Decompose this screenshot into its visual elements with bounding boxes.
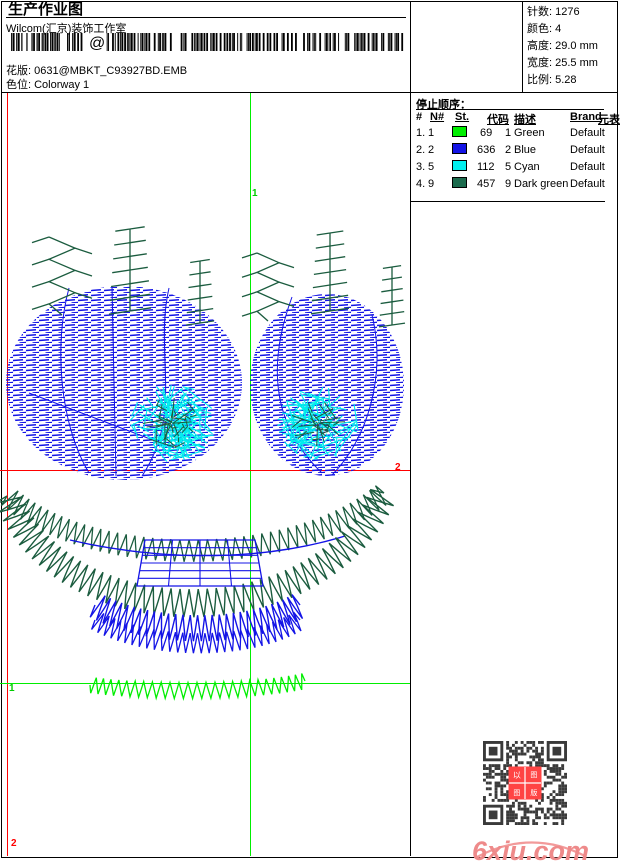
svg-text:6xiu.com: 6xiu.com <box>472 836 589 866</box>
svg-text:以: 以 <box>513 771 521 780</box>
svg-text:图: 图 <box>530 771 537 779</box>
svg-text:版: 版 <box>530 788 537 797</box>
svg-text:图: 图 <box>513 789 520 797</box>
svg-text:@: @ <box>89 35 105 51</box>
